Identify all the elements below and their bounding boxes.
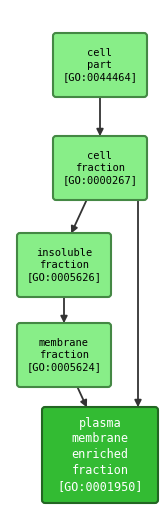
Text: membrane
fraction
[GO:0005624]: membrane fraction [GO:0005624] xyxy=(27,337,101,373)
FancyBboxPatch shape xyxy=(53,136,147,200)
FancyBboxPatch shape xyxy=(42,407,158,503)
Text: cell
part
[GO:0044464]: cell part [GO:0044464] xyxy=(62,48,137,82)
FancyBboxPatch shape xyxy=(17,323,111,387)
Text: insoluble
fraction
[GO:0005626]: insoluble fraction [GO:0005626] xyxy=(27,247,101,282)
Text: cell
fraction
[GO:0000267]: cell fraction [GO:0000267] xyxy=(62,151,137,185)
Text: plasma
membrane
enriched
fraction
[GO:0001950]: plasma membrane enriched fraction [GO:00… xyxy=(57,416,143,494)
FancyBboxPatch shape xyxy=(53,33,147,97)
FancyBboxPatch shape xyxy=(17,233,111,297)
